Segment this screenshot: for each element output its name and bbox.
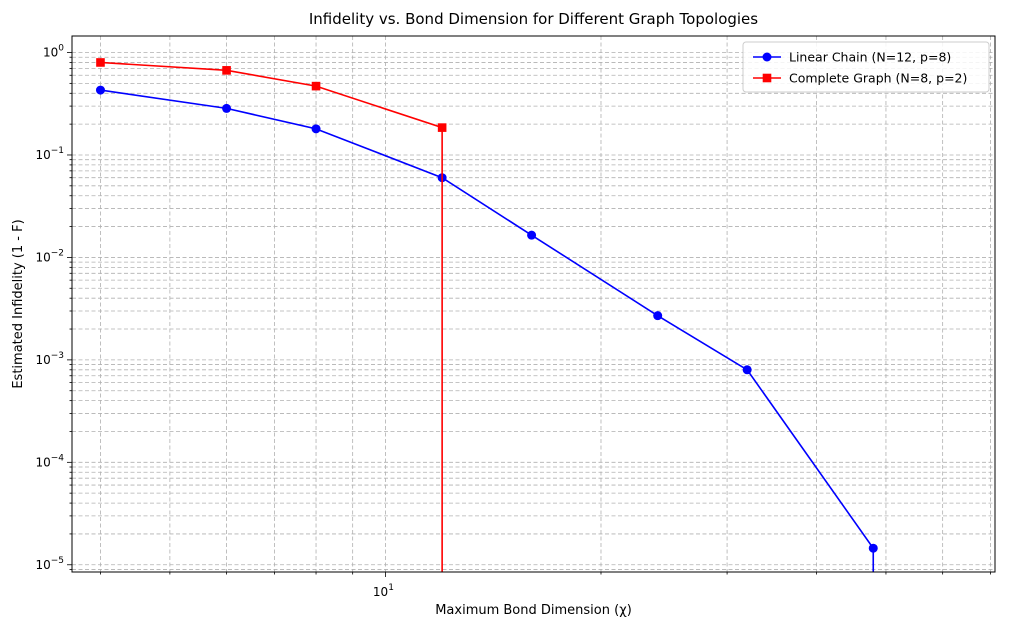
grid-lines (72, 36, 995, 572)
series-layer (95, 58, 878, 572)
data-point-circle (653, 311, 663, 321)
data-point-circle (95, 85, 105, 95)
x-tick-label-base: 10 (373, 585, 388, 599)
y-tick-label-base: 10 (35, 250, 50, 264)
y-tick-label-base: 10 (35, 148, 50, 162)
legend-label-1: Complete Graph (N=8, p=2) (789, 71, 967, 86)
data-point-square (96, 58, 105, 67)
data-point-circle (222, 103, 232, 113)
y-tick-label-exponent: −2 (51, 248, 64, 258)
x-tick-label-exponent: 1 (388, 583, 394, 593)
y-tick-label-base: 10 (35, 558, 50, 572)
y-tick-label: 10−2 (35, 248, 64, 264)
series-line-0 (100, 89, 875, 572)
legend-marker-circle (762, 52, 772, 62)
plot-frame (71, 35, 996, 573)
y-tick-label-exponent: −1 (51, 146, 64, 156)
plot-area (95, 58, 878, 572)
y-tick-label: 10−5 (35, 556, 64, 572)
y-tick-label-base: 10 (35, 353, 50, 367)
x-tick-label: 101 (373, 583, 394, 599)
y-tick-label: 10−3 (35, 351, 64, 367)
y-tick-label: 10−1 (35, 146, 64, 162)
legend-label-0: Linear Chain (N=12, p=8) (789, 50, 951, 65)
chart-title: Infidelity vs. Bond Dimension for Differ… (309, 10, 758, 28)
data-point-square (437, 123, 447, 132)
data-point-circle (868, 543, 878, 553)
legend: Linear Chain (N=12, p=8) Complete Graph (… (742, 41, 990, 93)
y-tick-label-exponent: −5 (51, 556, 64, 566)
data-point-square (311, 81, 321, 91)
series-line-1 (100, 61, 443, 572)
legend-marker-square (762, 73, 772, 83)
x-axis-label: Maximum Bond Dimension (χ) (435, 603, 632, 618)
y-axis-label: Estimated Infidelity (1 - F) (11, 219, 26, 388)
data-point-square (222, 66, 231, 75)
y-tick-label-exponent: −4 (51, 453, 65, 463)
data-point-circle (742, 365, 752, 375)
y-tick-label: 10−4 (35, 453, 64, 469)
y-tick-label-base: 10 (43, 46, 58, 60)
y-tick-label-base: 10 (35, 455, 50, 469)
y-tick-label-exponent: 0 (58, 44, 64, 54)
data-point-circle (527, 230, 537, 240)
legend-box (742, 41, 990, 93)
y-tick-label-exponent: −3 (51, 351, 64, 361)
y-tick-label: 100 (43, 44, 64, 60)
data-point-circle (311, 124, 321, 134)
